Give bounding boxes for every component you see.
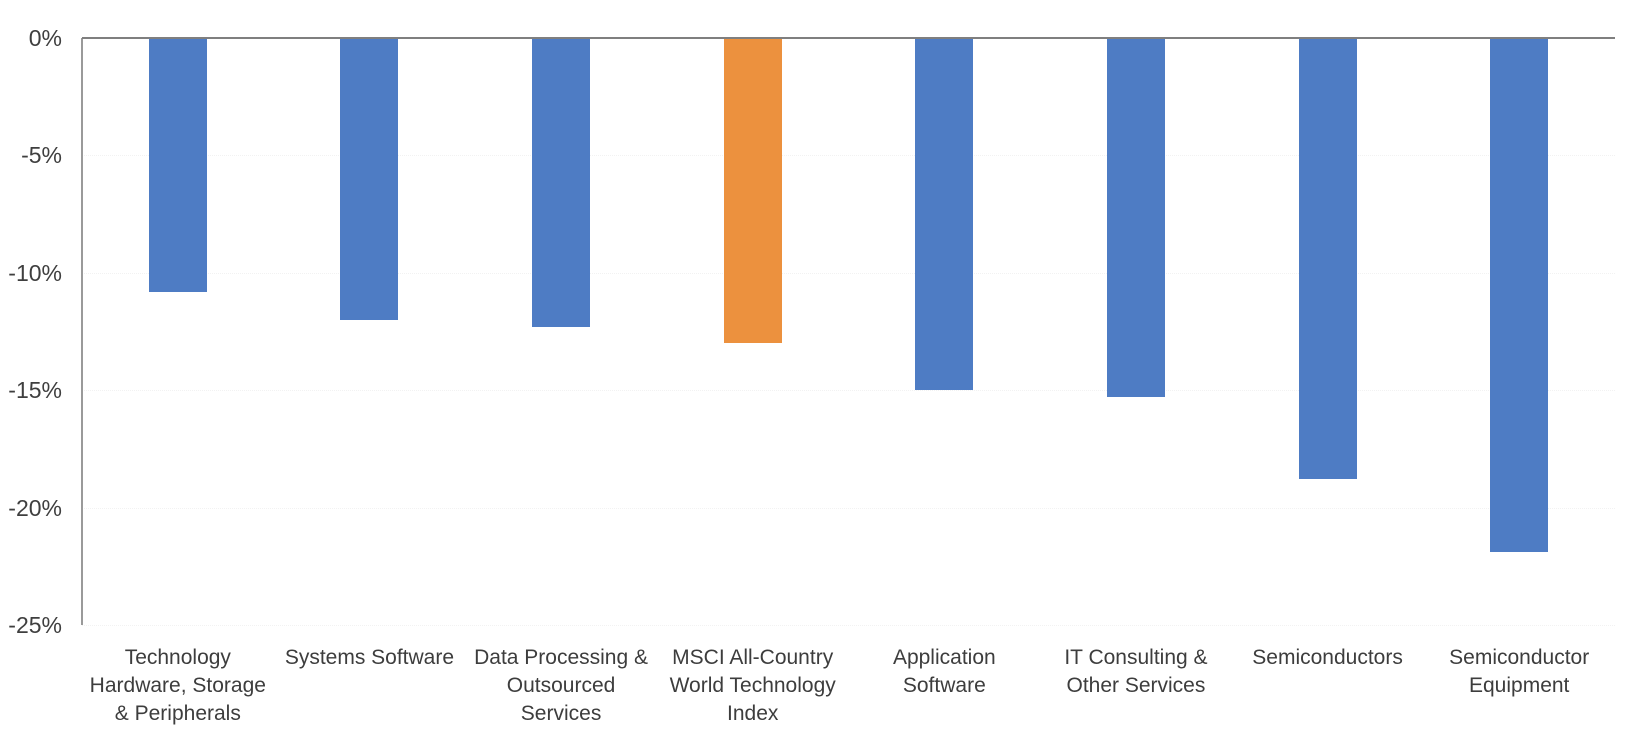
- x-category-label-4: Application Software: [892, 646, 996, 697]
- y-tick-label--15%: -15%: [8, 377, 62, 404]
- bar-4: [915, 38, 974, 391]
- y-tick-label--5%: -5%: [21, 142, 62, 169]
- bar-2: [532, 38, 591, 327]
- x-category-label-0: Technology Hardware, Storage & Periphera…: [89, 646, 266, 725]
- x-category-label-2: Data Processing & Outsourced Services: [474, 646, 649, 725]
- x-category-label-7: Semiconductor Equipment: [1449, 646, 1590, 697]
- y-tick-label--25%: -25%: [8, 612, 62, 638]
- bar-1: [340, 38, 399, 320]
- y-axis-line: [81, 38, 83, 625]
- gridline--15%: [82, 390, 1615, 392]
- gridline--20%: [82, 507, 1615, 509]
- bar-5: [1106, 38, 1165, 398]
- y-tick-label-0%: 0%: [28, 25, 62, 51]
- x-category-label-6: Semiconductors: [1252, 646, 1403, 669]
- x-category-label-5: IT Consulting & Other Services: [1064, 646, 1208, 697]
- gridline--5%: [82, 155, 1615, 157]
- gridline--10%: [82, 272, 1615, 274]
- plot-area: [81, 37, 1615, 626]
- bar-0: [148, 38, 207, 292]
- bar-3-highlight: [723, 38, 782, 344]
- x-axis-zero-line: [82, 37, 1615, 39]
- bar-7: [1490, 38, 1549, 553]
- bar-6: [1298, 38, 1357, 480]
- x-category-label-1: Systems Software: [284, 646, 455, 669]
- gridline--25%: [82, 625, 1615, 626]
- x-category-label-3: MSCI All-Country World Technology Index: [669, 646, 836, 725]
- y-tick-label--10%: -10%: [8, 259, 62, 286]
- y-tick-label--20%: -20%: [8, 494, 62, 521]
